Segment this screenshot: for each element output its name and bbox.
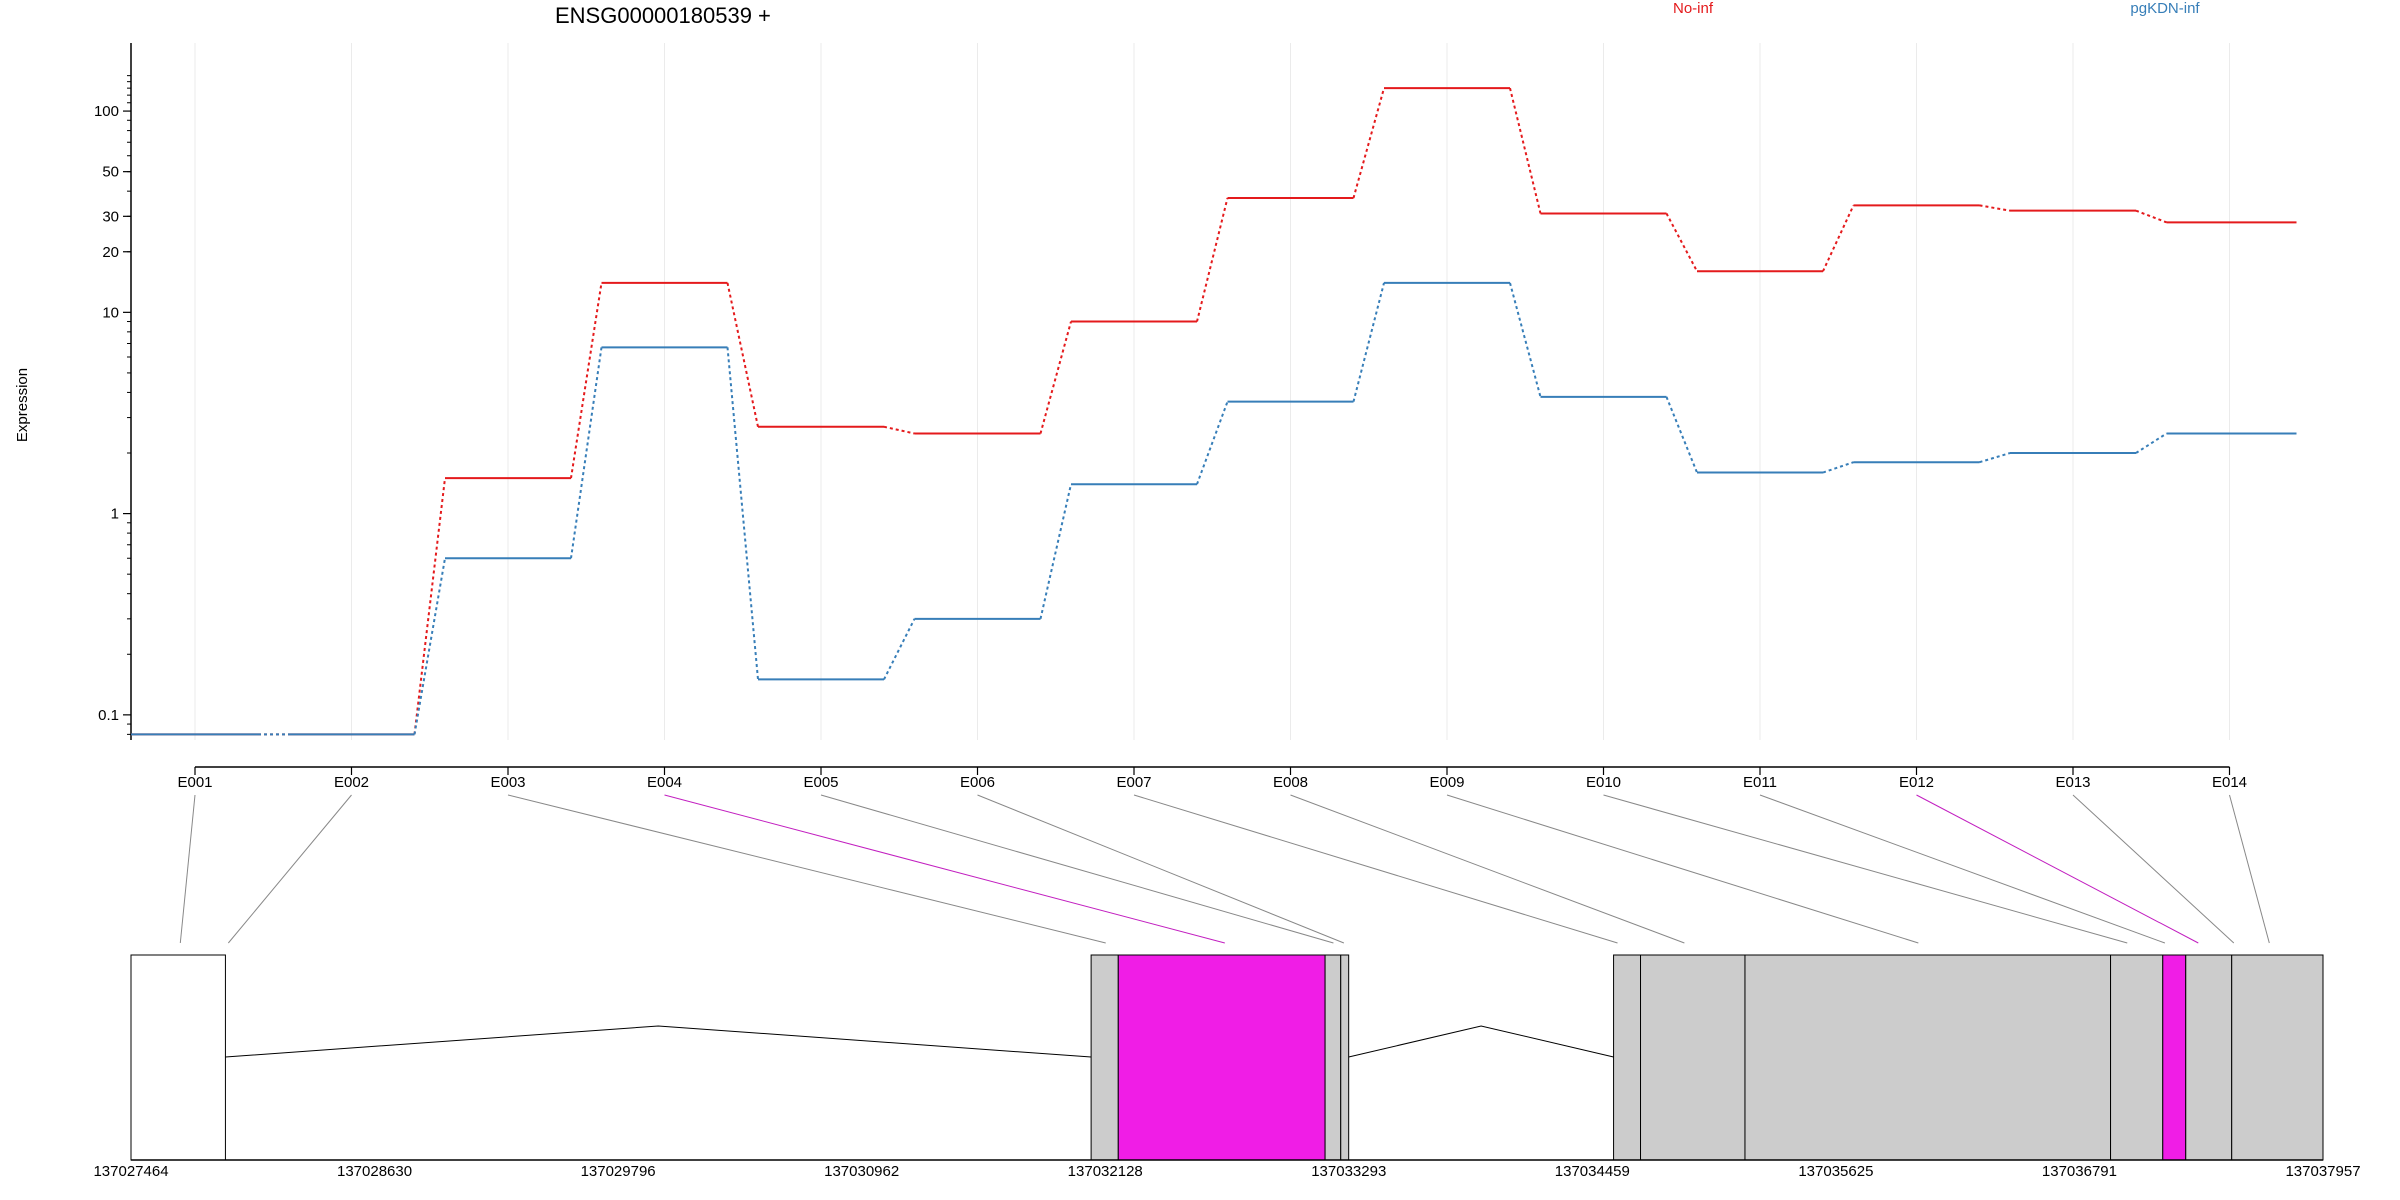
coordinate-label: 137027464 xyxy=(93,1163,168,1180)
x-tick-label: E011 xyxy=(1743,774,1777,791)
y-tick-label: 30 xyxy=(102,208,119,225)
chart-title: ENSG00000180539 + xyxy=(555,3,771,28)
series-connector xyxy=(1509,87,1542,214)
series-connector xyxy=(1509,282,1542,398)
exon-box-E011 xyxy=(2110,954,2164,1161)
legend-entry: pgKDN-inf xyxy=(2130,0,2200,17)
x-tick-label: E012 xyxy=(1899,774,1934,791)
x-tick-label: E007 xyxy=(1116,774,1151,791)
exon-box-E001 xyxy=(130,954,226,1161)
series-connector xyxy=(2135,432,2168,454)
x-tick-label: E010 xyxy=(1586,774,1621,791)
exon-connector xyxy=(1290,794,1685,944)
series-No-inf xyxy=(131,87,2297,736)
coordinate-label: 137028630 xyxy=(337,1163,412,1180)
series-connector xyxy=(883,425,915,435)
coordinate-label: 137032128 xyxy=(1068,1163,1143,1180)
exon-connector xyxy=(977,794,1345,944)
exon-connectors xyxy=(179,794,2270,944)
x-tick-label: E013 xyxy=(2055,774,2090,791)
coordinate-label: 137036791 xyxy=(2042,1163,2117,1180)
coordinate-label: 137029796 xyxy=(581,1163,656,1180)
series-connector xyxy=(1665,212,1698,272)
x-tick-label: E006 xyxy=(960,774,995,791)
exon-box-E005 xyxy=(1324,954,1342,1161)
series-connector xyxy=(570,282,603,479)
series-connector xyxy=(413,478,446,735)
series-connector xyxy=(1352,87,1385,199)
exon-box-E014 xyxy=(2231,954,2324,1161)
coordinate-label: 137033293 xyxy=(1311,1163,1386,1180)
exon-connector xyxy=(2072,794,2235,944)
x-tick-label: E009 xyxy=(1429,774,1464,791)
exon-box-E013 xyxy=(2185,954,2233,1161)
series-connector xyxy=(1665,396,1698,473)
series-connector xyxy=(1352,282,1385,402)
exon-connector xyxy=(664,794,1225,944)
series-connector xyxy=(726,282,759,427)
exon-box-E004 xyxy=(1117,954,1326,1161)
series-connector xyxy=(1822,204,1855,272)
series-connector xyxy=(413,558,446,735)
x-tick-label: E008 xyxy=(1273,774,1308,791)
exon-connector xyxy=(227,794,352,944)
exon-connector xyxy=(507,794,1106,944)
series-connector xyxy=(1196,401,1229,485)
x-tick-label: E001 xyxy=(177,774,212,791)
x-tick-label: E004 xyxy=(647,774,682,791)
x-tick-label: E014 xyxy=(2212,774,2247,791)
coordinate-label: 137037957 xyxy=(2285,1163,2360,1180)
exon-connector xyxy=(1603,794,2128,944)
exon-connector xyxy=(1446,794,1919,944)
exon-box-E002 xyxy=(1090,954,1119,1161)
y-tick-label: 0.1 xyxy=(98,707,119,724)
series-pgKDN-inf xyxy=(131,281,2297,736)
legend: No-inf pgKDN-inf xyxy=(1673,0,2200,17)
coordinate-label: 137035625 xyxy=(1798,1163,1873,1180)
grid-lines xyxy=(194,43,2230,740)
exon-box-E008 xyxy=(1613,954,1642,1161)
exon-box-E006 xyxy=(1340,954,1350,1161)
series-connector xyxy=(1039,321,1072,434)
gene-model: 137027464 137028630 137029796 137030962 1370… xyxy=(93,954,2361,1180)
y-axis-title: Expression xyxy=(14,368,31,442)
intron-line xyxy=(1348,1025,1614,1058)
x-tick-label: E005 xyxy=(803,774,838,791)
series-connector xyxy=(726,347,759,680)
series-lines xyxy=(131,87,2297,736)
coordinate-label: 137030962 xyxy=(824,1163,899,1180)
exon-connector xyxy=(2229,794,2270,944)
exon-connector xyxy=(1133,794,1618,944)
series-connector xyxy=(1822,461,1854,474)
series-connector xyxy=(1979,204,2011,212)
series-connector xyxy=(1979,452,2011,464)
series-connector xyxy=(1196,197,1229,322)
x-tick-label: E003 xyxy=(490,774,525,791)
y-tick-label: 20 xyxy=(102,244,119,261)
x-tick-label: E002 xyxy=(334,774,369,791)
y-tick-label: 1 xyxy=(111,506,119,523)
series-connector xyxy=(1039,483,1072,620)
intron-line xyxy=(225,1025,1092,1058)
y-tick-label: 10 xyxy=(102,304,119,321)
y-tick-label: 50 xyxy=(102,164,119,181)
axes: 0.1 1 10 20 30 50 100 E001 E002 E003 E004 E005 E006 E… xyxy=(94,43,2247,791)
y-tick-label: 100 xyxy=(94,103,119,120)
exon-connector xyxy=(1916,794,2199,944)
exon-connector xyxy=(179,794,196,944)
exon-connector xyxy=(820,794,1334,944)
series-connector xyxy=(883,618,916,680)
exon-box-E009 xyxy=(1640,954,1746,1161)
series-connector xyxy=(2135,209,2167,224)
exon-box-E012 xyxy=(2162,954,2187,1161)
coordinate-label: 137034459 xyxy=(1555,1163,1630,1180)
legend-entry: No-inf xyxy=(1673,0,1714,17)
exon-connector xyxy=(1759,794,2166,944)
exon-box-E010 xyxy=(1744,954,2112,1161)
